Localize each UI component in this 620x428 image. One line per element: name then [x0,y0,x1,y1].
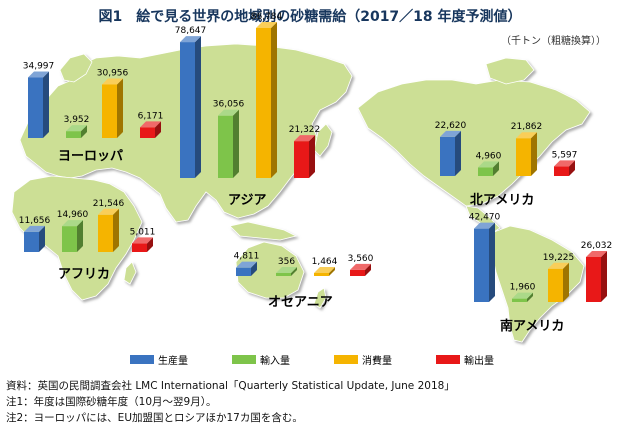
value-label-1-0: 78,647 [175,26,207,36]
bar-2-3 [132,237,153,252]
value-label-1-3: 21,322 [289,125,321,135]
value-label-2-0: 11,656 [19,216,51,226]
bar-1-0 [180,36,201,179]
bar-1-2 [256,22,277,178]
source-note: 資料：英国の民間調査会社 LMC International「Quarterly… [6,380,455,392]
bar-4-0 [440,130,461,176]
value-label-1-2: 86,784 [251,12,283,22]
value-label-3-2: 1,464 [312,257,338,267]
legend-swatch-export [436,355,460,364]
legend-swatch-production [130,355,154,364]
bar-0-3 [140,121,161,138]
legend-label-production: 生産量 [158,356,188,367]
legend-item-import: 輸入量 [232,352,290,367]
region-label-0: ヨーロッパ [58,149,123,164]
landmass-greenland [485,57,535,85]
value-label-4-3: 5,597 [552,150,578,160]
landmass-scandinavia [59,53,93,83]
landmass-south-america [491,225,585,343]
legend-label-consumption: 消費量 [362,356,392,367]
bar-3-3 [350,263,371,276]
bar-0-2 [102,78,123,138]
bar-4-3 [554,160,575,176]
unit-label: （千トン（粗糖換算）） [501,36,606,47]
region-label-4: 北アメリカ [470,193,534,208]
legend-item-export: 輸出量 [436,352,494,367]
legend-swatch-import [232,355,256,364]
landmass-indonesia [229,221,298,241]
value-label-3-1: 356 [278,257,295,267]
bar-0-1 [66,125,87,138]
value-label-5-2: 19,225 [543,253,575,263]
bar-3-1 [276,267,297,276]
bar-5-0 [474,222,495,302]
landmass-australia [235,241,305,299]
legend-swatch-consumption [334,355,358,364]
bar-5-2 [548,262,569,302]
value-label-0-1: 3,952 [64,115,90,125]
chart-title: 図1 絵で見る世界の地域別の砂糖需給（2017／18 年度予測値） [98,9,522,25]
value-label-2-2: 21,546 [93,199,125,209]
value-label-0-3: 6,171 [138,111,164,121]
bar-4-1 [478,161,499,176]
bar-1-3 [294,135,315,178]
legend-label-import: 輸入量 [260,356,290,367]
bar-2-0 [24,225,45,252]
landmass-new-zealand [313,287,327,309]
value-label-3-0: 4,811 [234,252,260,262]
bar-5-3 [586,251,607,302]
value-label-3-3: 3,560 [348,254,374,264]
legend-label-export: 輸出量 [464,356,494,367]
bar-0-0 [28,71,49,138]
value-label-2-1: 14,960 [57,210,89,220]
bar-1-1 [218,109,239,178]
value-label-5-0: 42,470 [469,213,501,223]
value-label-5-3: 26,032 [581,241,613,251]
value-label-0-2: 30,956 [97,68,129,78]
value-label-4-1: 4,960 [476,151,502,161]
region-label-1: アジア [228,193,266,208]
value-label-5-1: 1,960 [510,283,536,293]
bar-4-2 [516,132,537,176]
region-label-3: オセアニア [268,295,333,310]
region-label-5: 南アメリカ [500,318,564,334]
value-label-0-0: 34,997 [23,62,55,72]
value-label-4-0: 22,620 [435,121,467,131]
note-1: 注1：年度は国際砂糖年度（10月～翌9月）。 [6,396,217,408]
value-label-1-1: 36,056 [213,100,245,110]
bar-2-1 [62,220,83,252]
bar-2-2 [98,208,119,252]
landmass-north-america [357,79,591,207]
note-2: 注2：ヨーロッパには、EU加盟国とロシアほか17カ国を含む。 [6,412,303,424]
bar-5-1 [512,292,533,302]
legend-item-production: 生産量 [130,352,188,367]
bar-3-2 [314,267,335,276]
region-label-2: アフリカ [58,267,110,282]
legend-item-consumption: 消費量 [334,352,392,367]
landmass-madagascar [123,261,137,285]
value-label-4-2: 21,862 [511,122,543,132]
bar-3-0 [236,261,257,276]
value-label-2-3: 5,011 [130,227,156,237]
